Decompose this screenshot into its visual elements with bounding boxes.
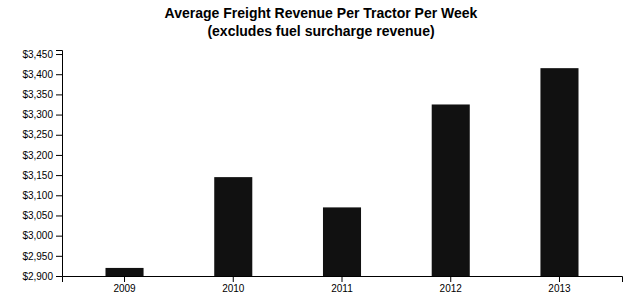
y-tick-label: $3,100 [22, 190, 53, 201]
y-axis-line [56, 51, 63, 277]
x-tick-mark [559, 276, 560, 282]
y-tick: $3,150 [22, 170, 62, 181]
y-tick-label: $3,400 [22, 69, 53, 80]
y-tick-label: $3,300 [22, 109, 53, 120]
y-tick-label: $3,050 [22, 210, 53, 221]
bar [105, 268, 143, 276]
y-tick: $2,900 [22, 271, 62, 282]
x-tick: 2009 [113, 276, 136, 294]
y-tick-label: $3,000 [22, 230, 53, 241]
x-axis-line [63, 277, 623, 283]
bars [105, 68, 578, 276]
y-tick-label: $3,450 [22, 49, 53, 60]
y-tick-mark [56, 54, 62, 55]
x-tick: 2013 [548, 276, 571, 294]
plot: $2,900 $2,950 $3,000 $3,050 $3,100 $3,150 $3,2… [22, 49, 622, 294]
y-tick-mark [56, 94, 62, 95]
y-tick-mark [56, 74, 62, 75]
y-tick: $3,400 [22, 69, 62, 80]
y-tick: $2,950 [22, 251, 62, 262]
y-tick-mark [56, 155, 62, 156]
y-tick-mark [56, 135, 62, 136]
y-axis: $2,900 $2,950 $3,000 $3,050 $3,100 $3,150 $3,2… [22, 49, 62, 282]
y-tick: $3,450 [22, 49, 62, 60]
title: Average Freight Revenue Per Tractor Per … [165, 5, 478, 21]
x-tick: 2011 [331, 276, 353, 294]
y-tick: $3,250 [22, 129, 62, 140]
x-axis: 2009 2010 2011 2012 2013 [63, 276, 623, 294]
x-tick: 2010 [222, 276, 245, 294]
y-tick: $3,300 [22, 109, 62, 120]
y-tick-mark [56, 215, 62, 216]
y-tick-label: $3,350 [22, 89, 53, 100]
y-tick-mark [56, 256, 62, 257]
y-tick: $3,100 [22, 190, 62, 201]
x-tick-mark [124, 276, 125, 282]
x-tick-label: 2010 [222, 283, 245, 294]
y-tick-label: $3,250 [22, 129, 53, 140]
y-tick-label: $2,950 [22, 251, 53, 262]
y-tick-label: $3,200 [22, 150, 53, 161]
bar [323, 207, 361, 276]
y-tick: $3,350 [22, 89, 62, 100]
y-tick-label: $3,150 [22, 170, 53, 181]
y-tick-mark [56, 115, 62, 116]
y-tick: $3,000 [22, 230, 62, 241]
x-tick-mark [233, 276, 234, 282]
x-tick-label: 2009 [113, 283, 136, 294]
bar [432, 104, 470, 276]
bar [214, 177, 252, 276]
x-tick-mark [450, 276, 451, 282]
x-tick-label: 2011 [331, 283, 353, 294]
y-tick: $3,200 [22, 150, 62, 161]
title-group: Average Freight Revenue Per Tractor Per … [165, 5, 478, 39]
x-tick-mark [342, 276, 343, 282]
y-tick-mark [56, 236, 62, 237]
x-tick-label: 2012 [440, 283, 463, 294]
chart: Average Freight Revenue Per Tractor Per … [0, 0, 642, 304]
x-tick-label: 2013 [548, 283, 571, 294]
x-tick: 2012 [440, 276, 463, 294]
subtitle: (excludes fuel surcharge revenue) [207, 23, 434, 39]
y-tick-mark [56, 175, 62, 176]
y-tick-label: $2,900 [22, 271, 53, 282]
y-tick: $3,050 [22, 210, 62, 221]
bar [540, 68, 578, 276]
y-tick-mark [56, 276, 62, 277]
y-tick-mark [56, 195, 62, 196]
